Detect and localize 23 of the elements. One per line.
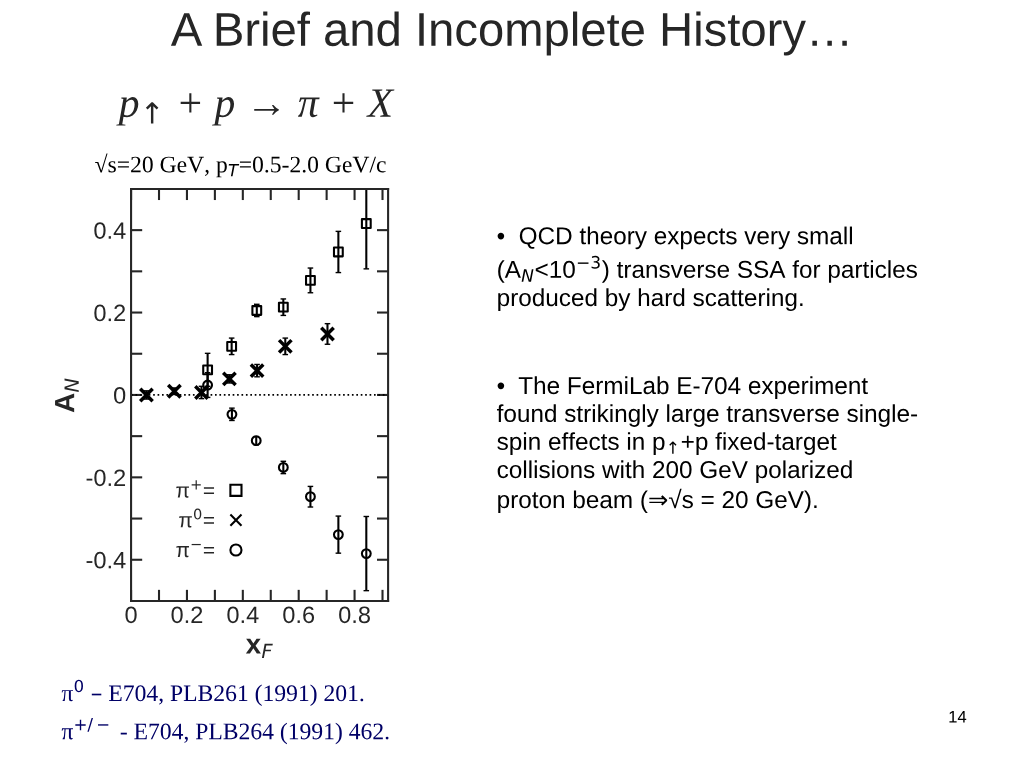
y-tick-label: -0.2: [86, 469, 126, 487]
chart-subtitle: p$_{↑}$ + p → π + X: [116, 89, 395, 126]
x-tick-label: 0.8: [339, 606, 370, 624]
x-tick-label: 0.6: [283, 606, 315, 624]
y-tick-label: -0.4: [86, 551, 126, 569]
text: √s=20 GeV, p$_{T}$=0.5-2.0 GeV/c: [95, 153, 386, 178]
legend-label: π$^{−}$=: [176, 543, 215, 558]
x-tick-label: 0.4: [227, 606, 259, 624]
legend-label: π$^{+}$=: [176, 480, 215, 498]
text: A Brief and Incomplete History…: [170, 11, 847, 56]
x-axis-title: x$_{F}$: [245, 638, 273, 659]
text: π$^{+/−}$ - E704, PLB264 (1991) 462.: [61, 718, 389, 745]
text: • QCD theory expects very small (A$_{N}$<10$^{−3}$) transverse SSA for particles produced by hard scattering.: [497, 226, 917, 312]
legend-label: π$^{0}$=: [179, 508, 214, 528]
text: • The FermiLab E-704 experiment found strikingly large transverse single- spin effects in p$_{↑}$+p fixed-target collisions with 200 GeV polarized proton beam (⇒√s = 20 GeV).: [496, 376, 918, 514]
x-tick-label: 0: [125, 606, 137, 624]
text: 14: [949, 711, 967, 723]
text: π$^{0}$ – E704, PLB261 (1991) 201.: [61, 679, 364, 707]
y-tick-label: 0.2: [94, 304, 126, 322]
x-tick-label: 0.2: [171, 606, 203, 624]
y-tick-label: 0.4: [94, 222, 126, 239]
y-axis-title: A$_{N}$: [55, 378, 79, 413]
y-tick-label: 0: [114, 387, 126, 404]
